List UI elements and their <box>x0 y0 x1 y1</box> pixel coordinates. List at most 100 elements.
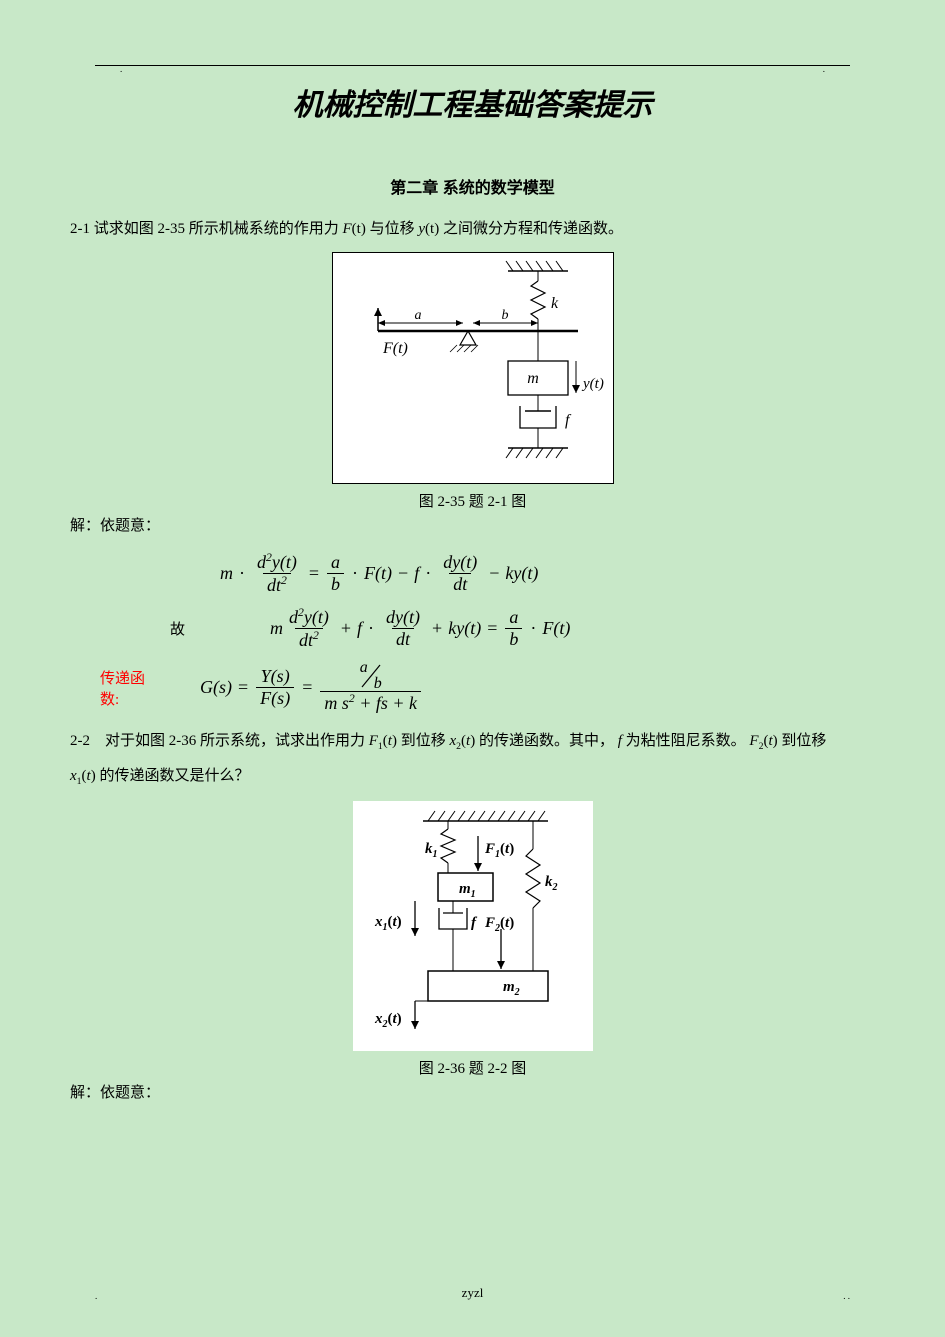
eq3-den: m s2 + fs + k <box>320 691 421 714</box>
header-dot-left: . <box>120 64 122 74</box>
eq2-d2y-num: d2y(t) <box>285 606 333 628</box>
chapter-heading: 第二章 系统的数学模型 <box>70 174 875 198</box>
eq2-eq: = <box>487 618 497 639</box>
fig236-m1sub: 1 <box>470 889 475 900</box>
eq2-ab: a b <box>505 607 522 650</box>
eq1-d2y-num: d2y(t) <box>253 551 301 573</box>
problem-2-2: 2-2 对于如图 2-36 所示系统，试求出作用力 F1(t) 到位移 x2(t… <box>70 724 875 793</box>
eq2-m: m <box>270 618 283 639</box>
fig236-m1: m <box>459 881 471 897</box>
eq1-d2y-den: dt2 <box>263 573 291 596</box>
p22-x2-sub: 2 <box>456 741 461 752</box>
eq2-dy: dy(t) dt <box>382 607 424 650</box>
eq3-G: G(s) <box>200 677 232 698</box>
p22-d: 为粘性阻尼系数。 <box>626 733 746 749</box>
eq-2-1-b: 故 m d2y(t) dt2 + f · dy(t) dt + ky(t) = … <box>170 606 875 651</box>
fig235-yt: y(t) <box>581 376 604 392</box>
p21-Ft: (t) <box>352 221 366 237</box>
eq3-diag: a b <box>358 661 384 691</box>
eq3-Ys: Y(s) <box>257 666 294 687</box>
eq2-ab-num: a <box>505 607 522 628</box>
eq1-dy-den: dt <box>449 573 471 595</box>
eq1-ky: ky(t) <box>505 563 538 584</box>
eq1-minus2: − <box>489 563 499 584</box>
eq1-eq: = <box>309 563 319 584</box>
eq3-Fs: F(s) <box>256 687 294 709</box>
eq2-d2y: d2y(t) dt2 <box>285 606 333 651</box>
eq3-eq1: = <box>238 677 248 698</box>
eq2-dot2: · <box>530 618 536 639</box>
eq2-dot: · <box>368 618 374 639</box>
p22-x1-sub: 1 <box>77 776 82 787</box>
svg-text:x1(t): x1(t) <box>374 914 402 933</box>
eq2-Ft: F(t) <box>542 618 570 639</box>
eq1-minus1: − <box>398 563 408 584</box>
p22-x1: x <box>70 768 77 784</box>
fig236-m2sub: 2 <box>513 987 519 998</box>
fig-2-35-wrap: k a b <box>70 244 875 511</box>
fig236-F1: F <box>484 841 495 857</box>
eq2-plus2: + <box>432 618 442 639</box>
svg-text:k2: k2 <box>545 874 558 893</box>
eq2-ab-den: b <box>505 628 522 650</box>
svg-text:m1: m1 <box>459 881 476 900</box>
fig235-Ft: F(t) <box>382 340 408 357</box>
solve-2-2: 解：依题意： <box>70 1078 875 1108</box>
svg-text:F1(t): F1(t) <box>484 841 514 860</box>
fig-2-36-wrap: k1 F1(t) k2 m1 x1(t) <box>70 793 875 1078</box>
fig235-f: f <box>565 412 572 429</box>
eq3-main: a b m s2 + fs + k <box>320 661 421 714</box>
p21-mid: 与位移 <box>370 221 419 237</box>
eq1-dot3: · <box>425 563 431 584</box>
p22-F2-sub: 2 <box>759 741 764 752</box>
eq2-d2y-den: dt2 <box>295 628 323 651</box>
p22-F2: F <box>749 733 758 749</box>
p22-c: 的传递函数。其中， <box>479 733 614 749</box>
footer-center: zyzl <box>0 1285 945 1301</box>
eq-2-1-transfer: 传递函数: G(s) = Y(s) F(s) = a b m s2 + fs +… <box>100 661 875 714</box>
eq2-f: f <box>357 618 362 639</box>
eq1-ab-num: a <box>327 552 344 573</box>
eq1-ab-den: b <box>327 573 344 595</box>
gu-label: 故 <box>170 618 230 639</box>
fig236-k2sub: 2 <box>551 882 557 893</box>
fig235-b: b <box>501 308 508 323</box>
eq2-plus1: + <box>341 618 351 639</box>
p22-e: 到位移 <box>781 733 826 749</box>
solve-2-1: 解：依题意： <box>70 511 875 541</box>
p21-prefix: 2-1 试求如图 2-35 所示机械系统的作用力 <box>70 221 339 237</box>
p22-F1-sub: 1 <box>378 741 383 752</box>
fig-2-35-caption: 图 2-35 题 2-1 图 <box>70 490 875 511</box>
page-body: 机械控制工程基础答案提示 第二章 系统的数学模型 2-1 试求如图 2-35 所… <box>0 0 945 1148</box>
problem-2-1: 2-1 试求如图 2-35 所示机械系统的作用力 F(t) 与位移 y(t) 之… <box>70 214 875 244</box>
doc-title: 机械控制工程基础答案提示 <box>70 80 875 124</box>
fig-2-36-caption: 图 2-36 题 2-2 图 <box>70 1057 875 1078</box>
eq3-num: a b <box>354 661 388 691</box>
eq1-m: m <box>220 563 233 584</box>
p22-b: 到位移 <box>401 733 450 749</box>
eq2-dy-den: dt <box>392 628 414 650</box>
eq1-dot: · <box>239 563 245 584</box>
p22-a: 2-2 对于如图 2-36 所示系统，试求出作用力 <box>70 733 369 749</box>
eq3-YF: Y(s) F(s) <box>256 666 294 709</box>
fig236-k1sub: 1 <box>432 849 437 860</box>
header-rule <box>95 65 850 66</box>
p22-f: f <box>618 733 622 749</box>
fig236-m2: m <box>503 979 515 995</box>
p21-suffix: 之间微分方程和传递函数。 <box>443 221 623 237</box>
p21-F: F <box>343 221 352 237</box>
eq3-diag-b: b <box>374 675 382 693</box>
header-dot-right: . <box>823 64 825 74</box>
p21-yt: (t) <box>425 221 439 237</box>
fig236-f: f <box>471 915 478 931</box>
svg-text:F2(t): F2(t) <box>484 915 514 934</box>
eq1-dot2: · <box>352 563 358 584</box>
eq1-Ft: F(t) <box>364 563 392 584</box>
fig-2-36: k1 F1(t) k2 m1 x1(t) <box>353 801 593 1051</box>
svg-text:k1: k1 <box>425 841 438 860</box>
p22-F1: F <box>369 733 378 749</box>
fig235-k: k <box>551 295 559 312</box>
transfer-label: 传递函数: <box>100 667 160 709</box>
eq1-dy-num: dy(t) <box>439 552 481 573</box>
svg-text:m2: m2 <box>503 979 520 998</box>
